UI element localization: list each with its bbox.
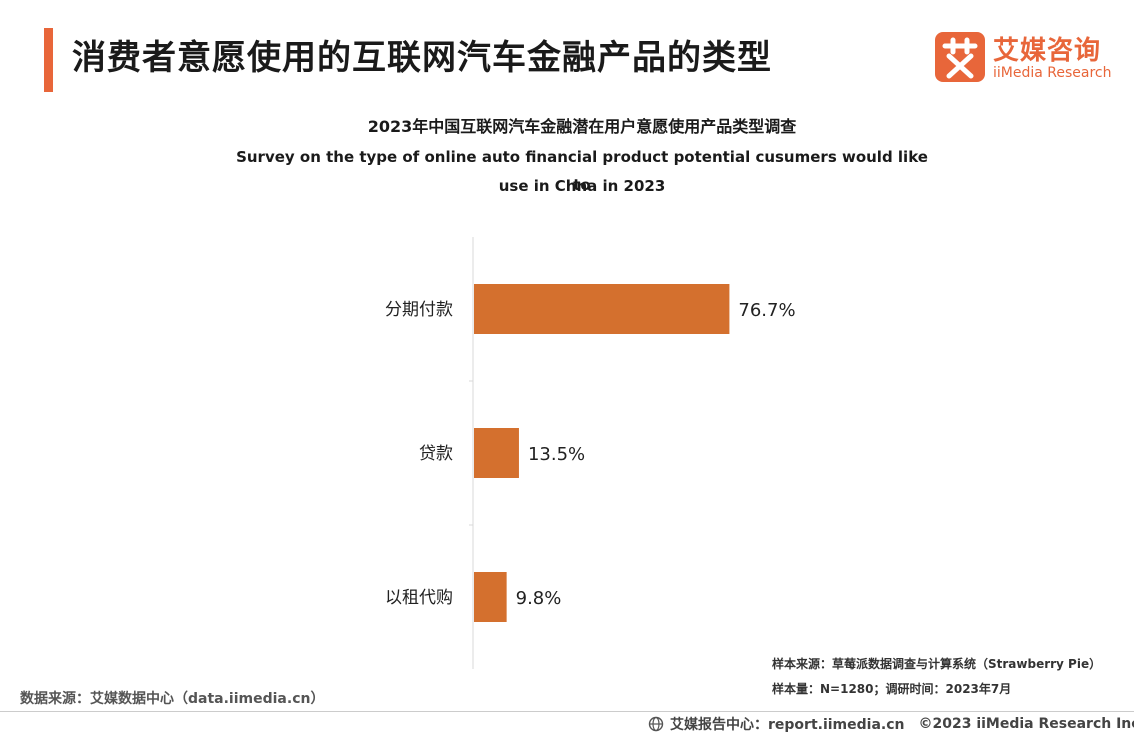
logo-mark-icon	[935, 32, 985, 82]
globe-icon	[648, 716, 664, 732]
sample-source-note: 样本来源：草莓派数据调查与计算系统（Strawberry Pie）	[772, 657, 1102, 671]
copyright: ©2023 iiMedia Research Inc	[918, 716, 1134, 732]
bar	[474, 284, 730, 334]
title-accent-bar	[44, 28, 53, 92]
footer: 艾媒报告中心：report.iimedia.cn ©2023 iiMedia R…	[648, 713, 1134, 735]
sample-size-note: 样本量：N=1280；调研时间：2023年7月	[772, 682, 1012, 696]
value-label: 76.7%	[738, 300, 795, 321]
footer-divider	[0, 711, 1134, 712]
report-center-link[interactable]: 艾媒报告中心：report.iimedia.cn	[670, 717, 905, 733]
value-label: 9.8%	[516, 588, 562, 609]
bar	[474, 428, 519, 478]
page-title: 消费者意愿使用的互联网汽车金融产品的类型	[72, 38, 772, 78]
bar	[474, 572, 507, 622]
logo-name-cn: 艾媒咨询	[993, 36, 1102, 66]
logo: 艾媒咨询 iiMedia Research	[935, 32, 1115, 86]
data-source: 数据来源：艾媒数据中心（data.iimedia.cn）	[20, 691, 325, 707]
category-label: 分期付款	[385, 300, 453, 320]
chart-title-en-line2: use in Chna in 2023	[498, 177, 666, 195]
logo-name-en: iiMedia Research	[993, 65, 1112, 81]
value-label: 13.5%	[528, 444, 585, 465]
chart-title-cn: 2023年中国互联网汽车金融潜在用户意愿使用产品类型调查	[367, 117, 797, 136]
category-label: 贷款	[419, 444, 453, 464]
category-label: 以租代购	[385, 588, 453, 608]
chart-title-en-line1: Survey on the type of online auto financ…	[236, 148, 928, 194]
